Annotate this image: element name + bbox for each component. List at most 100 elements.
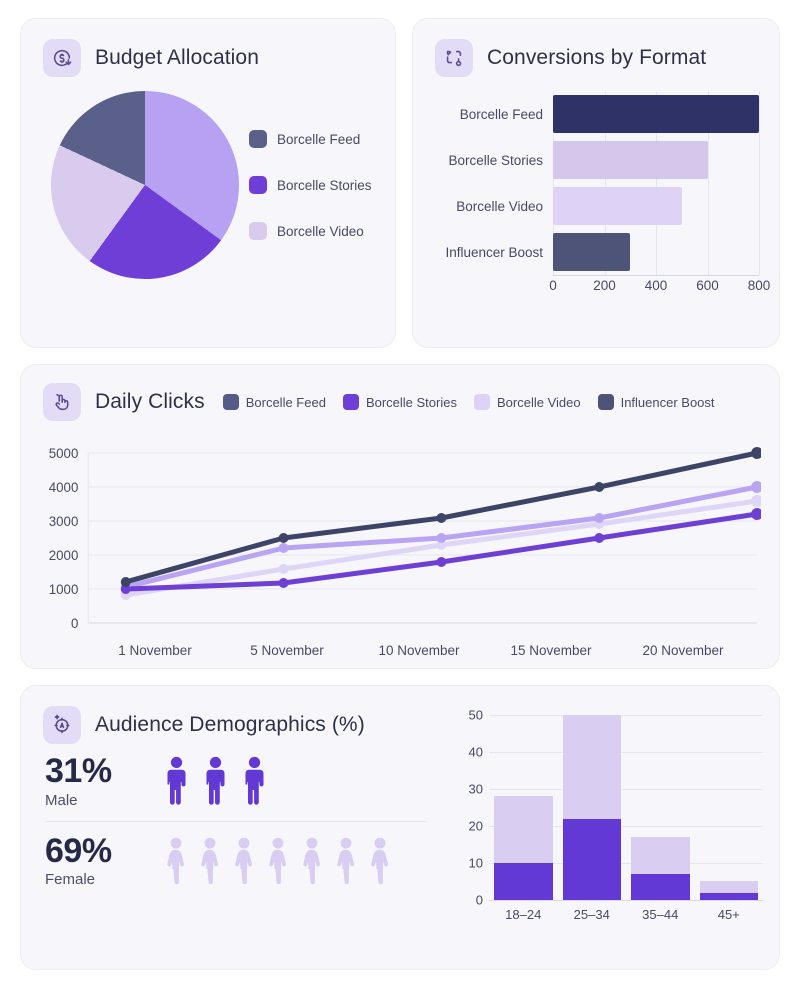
legend-item: Borcelle Feed — [222, 394, 326, 410]
conversions-bar-track — [553, 91, 760, 137]
stacked-bar-column — [558, 700, 627, 900]
conversions-bar-fill — [553, 141, 708, 179]
legend-item: Influencer Boost — [597, 394, 715, 410]
stacked-bar-column — [626, 700, 695, 900]
conversions-bar-label: Borcelle Video — [456, 198, 543, 214]
segment-male — [631, 874, 690, 900]
daily-clicks-title: Daily Clicks — [95, 390, 205, 413]
audience-target-icon — [43, 706, 81, 744]
axis-tick: 40 — [468, 744, 483, 760]
conversions-bar-row: Borcelle Feed — [427, 91, 760, 137]
female-figure-icon — [371, 837, 388, 885]
axis-tick: 45+ — [717, 907, 740, 922]
daily-clicks-legend: Borcelle Feed Borcelle Stories Borcelle … — [222, 394, 715, 410]
axis-tick: 20 November — [642, 643, 724, 658]
svg-text:2000: 2000 — [49, 548, 79, 563]
female-percent: 69% — [45, 831, 112, 870]
stacked-bar-column — [489, 700, 558, 900]
daily-clicks-chart: 5000 4000 3000 2000 1000 0 — [21, 421, 779, 666]
conversions-bar-fill — [553, 187, 682, 225]
axis-tick: 0 — [549, 278, 557, 293]
stacked-bar-x-axis: 18–24 25–34 35–44 45+ — [489, 900, 763, 922]
conversions-title: Conversions by Format — [487, 46, 707, 69]
conversions-by-format-card: Conversions by Format Borcelle Feed Borc… — [412, 18, 780, 348]
line-plot-area: 5000 4000 3000 2000 1000 0 — [31, 431, 761, 643]
legend-swatch — [249, 176, 267, 194]
budget-dollar-down-icon — [43, 39, 81, 77]
axis-tick: 15 November — [510, 643, 592, 658]
axis-tick: 800 — [747, 278, 771, 293]
axis-tick: 1 November — [118, 643, 192, 658]
segment-female — [562, 714, 621, 819]
female-figure-icon — [201, 837, 218, 885]
legend-label: Borcelle Video — [496, 394, 581, 410]
segment-male — [699, 892, 758, 900]
axis-tick: 10 — [468, 855, 483, 871]
legend-swatch — [249, 222, 267, 240]
budget-allocation-card: Budget Allocation Borcelle Feed Borcelle… — [20, 18, 396, 348]
grid-lines — [489, 700, 763, 901]
legend-item: Borcelle Feed — [249, 130, 372, 148]
demographics-left: Audience Demographics (%) 31% Male 69% F… — [21, 686, 451, 961]
female-figure-icon — [337, 837, 354, 885]
legend-label: Borcelle Feed — [277, 131, 361, 147]
axis-tick: 200 — [593, 278, 616, 293]
conversions-bar-label: Borcelle Stories — [448, 152, 543, 168]
segment-male — [562, 818, 621, 900]
axis-tick: 400 — [644, 278, 668, 293]
stacked-bar-plot: 50 40 30 20 10 0 — [455, 700, 764, 908]
legend-swatch — [342, 394, 359, 410]
legend-item: Borcelle Stories — [342, 394, 457, 410]
line-chart-svg: 5000 4000 3000 2000 1000 0 — [49, 446, 761, 631]
conversions-bar-label: Borcelle Feed — [459, 106, 543, 122]
svg-text:5000: 5000 — [49, 446, 79, 461]
segment-female — [631, 837, 690, 874]
axis-tick: 35–44 — [642, 907, 679, 922]
demographics-male-row: 31% Male — [21, 744, 451, 819]
svg-text:3000: 3000 — [49, 514, 79, 529]
segment-female — [494, 796, 553, 863]
daily-clicks-card: Daily Clicks Borcelle Feed Borcelle Stor… — [20, 364, 780, 669]
male-figure-icon — [206, 757, 225, 806]
svg-text:0: 0 — [71, 616, 78, 631]
conversions-bar-row: Borcelle Stories — [427, 137, 760, 183]
legend-swatch — [249, 130, 267, 148]
axis-tick: 50 — [468, 707, 483, 723]
conversion-nodes-icon — [435, 39, 473, 77]
female-label: Female — [45, 871, 96, 889]
conversions-header: Conversions by Format — [413, 19, 779, 77]
axis-tick: 600 — [696, 278, 719, 293]
female-figure-icon — [303, 837, 320, 885]
legend-swatch — [597, 394, 614, 410]
budget-allocation-header: Budget Allocation — [21, 19, 395, 77]
female-figures — [163, 835, 393, 887]
conversions-bar-fill — [553, 95, 759, 133]
conversions-bar-row: Influencer Boost — [427, 229, 760, 275]
conversions-bar-track — [553, 229, 760, 275]
conversions-bar-track — [553, 137, 760, 183]
male-figure-icon — [245, 757, 264, 806]
legend-label: Borcelle Stories — [365, 394, 457, 410]
audience-demographics-card: Audience Demographics (%) 31% Male 69% F… — [20, 685, 780, 970]
budget-legend: Borcelle Feed Borcelle Stories Borcelle … — [249, 130, 372, 240]
male-percent: 31% — [45, 752, 112, 790]
conversions-bar-row: Borcelle Video — [427, 183, 760, 229]
legend-label: Borcelle Video — [277, 223, 364, 239]
segment-male — [494, 863, 553, 900]
stacked-bar-y-axis: 50 40 30 20 10 0 — [455, 700, 489, 907]
svg-text:4000: 4000 — [49, 480, 79, 495]
demographics-divider — [45, 820, 427, 822]
daily-clicks-x-axis: 1 November 5 November 10 November 15 Nov… — [89, 643, 749, 658]
conversions-bar-label: Influencer Boost — [445, 244, 543, 260]
conversions-bar-track — [553, 183, 760, 229]
legend-label: Borcelle Stories — [277, 177, 372, 193]
legend-swatch — [473, 394, 490, 410]
axis-tick: 30 — [468, 781, 483, 797]
legend-item: Borcelle Video — [249, 222, 372, 240]
female-figure-icon — [235, 837, 252, 885]
budget-allocation-title: Budget Allocation — [95, 46, 259, 69]
daily-clicks-header: Daily Clicks Borcelle Feed Borcelle Stor… — [21, 365, 779, 421]
legend-item: Borcelle Stories — [249, 176, 372, 194]
stacked-bar-column — [695, 700, 764, 900]
female-stat: 69% Female — [45, 831, 137, 889]
